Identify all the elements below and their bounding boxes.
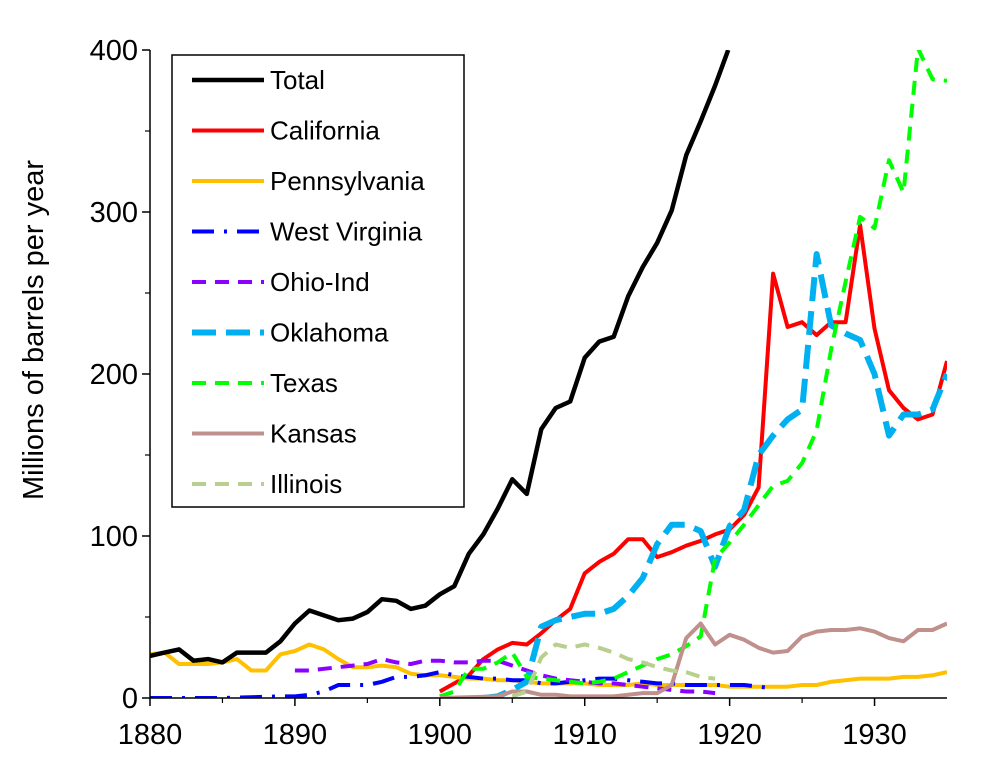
x-tick-label: 1920 [697,719,762,751]
x-tick-label: 1890 [263,719,328,751]
legend-label: Total [270,65,325,95]
plot-area [150,50,947,698]
legend: Total California Pennsylvania West Virginia… [171,54,465,508]
x-tick-label: 1900 [408,719,473,751]
series-line-california [438,223,947,694]
x-tick-label: 1880 [118,719,183,751]
axes: 1880 1890 1900 1910 1920 1930 0 100 200 300 400 [90,35,947,751]
legend-label: California [270,116,380,146]
x-tick-label: 1930 [842,719,907,751]
y-axis-title: Millions of barrels per year [18,160,50,500]
legend-label: Pennsylvania [270,166,425,196]
series-line-illinois [511,642,716,698]
series-line-kansas [439,621,947,698]
series-line-total [150,50,731,665]
legend-label: Texas [270,368,338,398]
y-tick-label: 100 [90,521,138,553]
legend-label: West Virginia [270,217,423,247]
legend-label: Illinois [270,469,342,499]
y-tick-label: 400 [90,35,138,67]
y-tick-label: 300 [90,197,138,229]
x-tick-label: 1910 [552,719,617,751]
legend-label: Kansas [270,419,357,449]
legend-label: Ohio-Ind [270,267,370,297]
series-line-pennsylvania [150,642,947,689]
series-line-ohio-ind [294,657,716,696]
legend-label: Oklahoma [270,318,389,348]
y-tick-label: 200 [90,359,138,391]
series-line-west-virginia [150,670,774,698]
series-line-texas [439,50,947,698]
y-tick-label: 0 [122,683,138,715]
